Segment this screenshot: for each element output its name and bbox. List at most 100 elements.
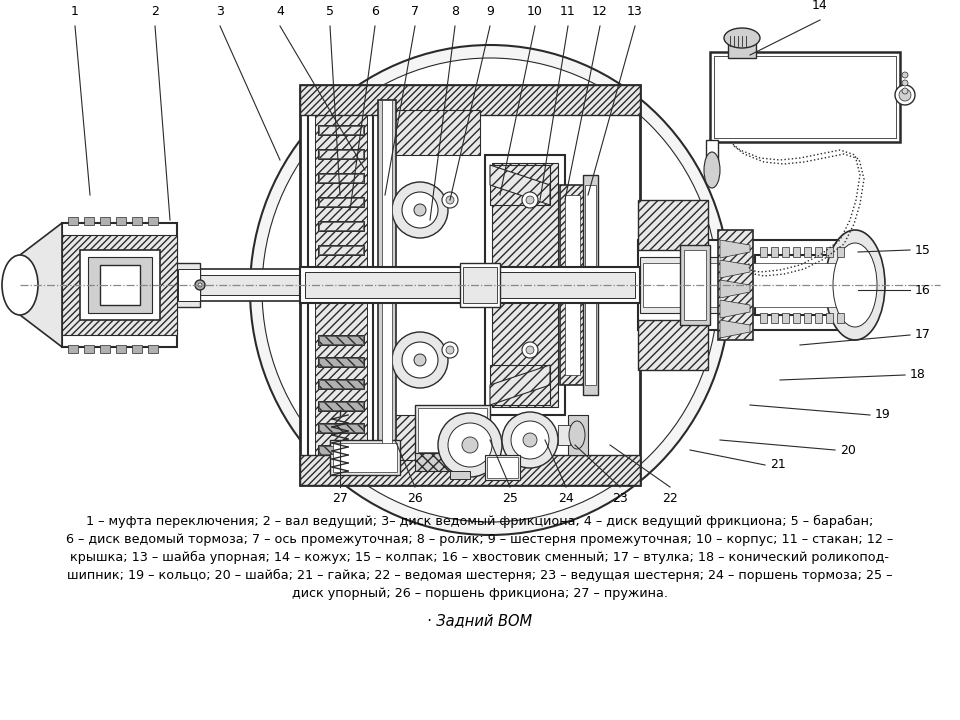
Bar <box>837 247 844 257</box>
Text: 24: 24 <box>558 492 574 505</box>
Circle shape <box>526 346 534 354</box>
Ellipse shape <box>448 423 492 467</box>
Circle shape <box>902 72 908 78</box>
Text: 12: 12 <box>592 5 608 18</box>
Circle shape <box>414 354 426 366</box>
Bar <box>804 247 811 257</box>
Bar <box>378 100 396 470</box>
Bar <box>318 269 364 279</box>
Bar <box>318 445 364 455</box>
Ellipse shape <box>402 342 438 378</box>
Bar <box>490 165 550 205</box>
Ellipse shape <box>392 182 448 238</box>
Bar <box>382 100 392 470</box>
Bar <box>640 257 855 313</box>
Text: 22: 22 <box>662 492 678 505</box>
Bar <box>319 174 363 182</box>
Ellipse shape <box>2 255 38 315</box>
Bar <box>100 265 140 305</box>
Circle shape <box>446 196 454 204</box>
Bar <box>318 335 364 345</box>
Text: · Задний ВОМ: · Задний ВОМ <box>427 613 533 628</box>
Polygon shape <box>20 223 62 347</box>
Bar <box>305 272 635 298</box>
Text: 4: 4 <box>276 5 284 18</box>
Ellipse shape <box>502 412 558 468</box>
Ellipse shape <box>262 58 718 522</box>
Text: 8: 8 <box>451 5 459 18</box>
Ellipse shape <box>724 28 760 48</box>
Bar <box>319 336 363 344</box>
Circle shape <box>414 204 426 216</box>
Bar <box>300 85 640 115</box>
Circle shape <box>195 280 205 290</box>
Bar <box>560 185 585 385</box>
Bar <box>638 320 708 370</box>
Bar <box>450 471 470 479</box>
Bar <box>315 110 367 460</box>
Circle shape <box>442 192 458 208</box>
Bar <box>318 173 364 183</box>
Bar <box>826 247 833 257</box>
Bar <box>782 313 789 323</box>
Bar <box>318 245 364 255</box>
Circle shape <box>522 342 538 358</box>
Text: 17: 17 <box>915 328 931 341</box>
Bar <box>88 257 152 313</box>
Bar <box>62 235 177 335</box>
Bar <box>319 402 363 410</box>
Bar <box>200 269 450 301</box>
Bar <box>565 195 580 375</box>
Bar <box>837 313 844 323</box>
Bar <box>760 247 767 257</box>
Bar <box>460 263 500 307</box>
Bar <box>132 217 142 225</box>
Text: 25: 25 <box>502 492 518 505</box>
Bar <box>318 379 364 389</box>
Bar <box>583 175 598 395</box>
Circle shape <box>198 283 202 287</box>
Text: 7: 7 <box>411 5 419 18</box>
Ellipse shape <box>438 413 502 477</box>
Text: 6 – диск ведомый тормоза; 7 – ось промежуточная; 8 – ролик; 9 – шестерня промежу: 6 – диск ведомый тормоза; 7 – ось промеж… <box>66 533 894 546</box>
Bar <box>80 250 160 320</box>
Ellipse shape <box>392 332 448 388</box>
Bar <box>815 313 822 323</box>
Bar <box>100 217 110 225</box>
Bar <box>300 85 640 485</box>
Bar <box>68 345 78 353</box>
Text: 1: 1 <box>71 5 79 18</box>
Bar <box>200 275 450 295</box>
Bar <box>318 401 364 411</box>
Bar <box>318 423 364 433</box>
Text: 6: 6 <box>372 5 379 18</box>
Bar <box>318 357 364 367</box>
Circle shape <box>462 437 478 453</box>
Polygon shape <box>720 260 750 278</box>
Bar <box>728 38 756 58</box>
Bar <box>178 269 200 301</box>
Bar <box>319 222 363 230</box>
Bar <box>485 455 520 480</box>
Bar <box>485 155 565 415</box>
Text: 20: 20 <box>840 444 856 456</box>
Bar <box>84 345 94 353</box>
Text: диск упорный; 26 – поршень фрикциона; 27 – пружина.: диск упорный; 26 – поршень фрикциона; 27… <box>292 587 668 600</box>
Text: крышка; 13 – шайба упорная; 14 – кожух; 15 – колпак; 16 – хвостовик сменный; 17 : крышка; 13 – шайба упорная; 14 – кожух; … <box>70 551 890 564</box>
Text: 10: 10 <box>527 5 543 18</box>
Bar <box>380 110 480 155</box>
Text: 23: 23 <box>612 492 628 505</box>
Bar <box>318 221 364 231</box>
Bar <box>463 267 497 303</box>
Bar <box>718 230 753 340</box>
Circle shape <box>523 433 537 447</box>
Circle shape <box>442 342 458 358</box>
Bar <box>643 263 852 307</box>
Ellipse shape <box>511 421 549 459</box>
Ellipse shape <box>569 421 585 449</box>
Bar <box>170 263 200 307</box>
Ellipse shape <box>402 192 438 228</box>
Text: 18: 18 <box>910 369 925 382</box>
Bar <box>771 313 778 323</box>
Bar <box>148 217 158 225</box>
